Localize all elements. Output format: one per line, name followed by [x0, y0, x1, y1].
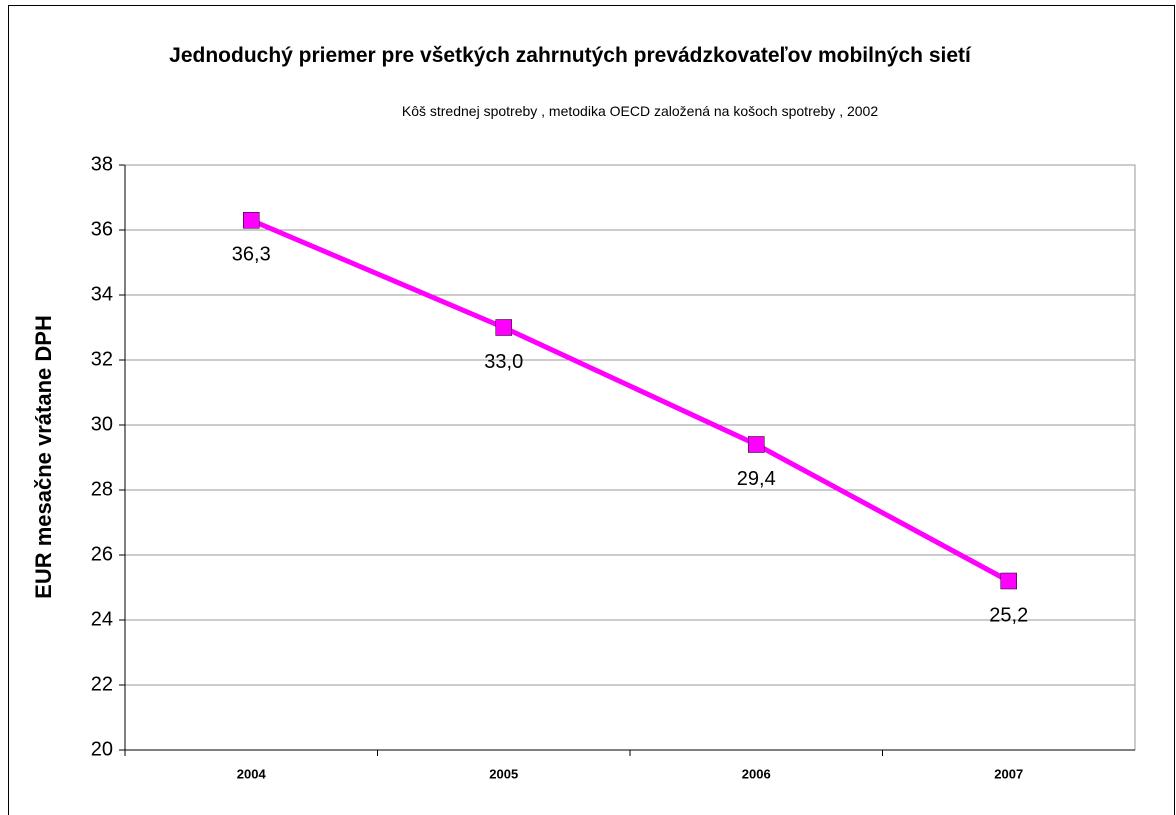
x-tick-label: 2006 — [742, 766, 771, 781]
data-label: 25,2 — [989, 604, 1028, 626]
marker — [243, 212, 260, 229]
y-tick-label: 24 — [91, 608, 113, 630]
y-tick-label: 30 — [91, 413, 113, 435]
x-tick-label: 2005 — [489, 766, 518, 781]
y-tick-label: 36 — [91, 218, 113, 240]
chart-subtitle: Kôš strednej spotreby , metodika OECD za… — [401, 103, 879, 119]
data-label: 33,0 — [484, 351, 523, 373]
line — [250, 217, 1010, 584]
data-label: 36,3 — [232, 244, 271, 266]
chart-title: Jednoduchý priemer pre všetkých zahrnutý… — [169, 44, 971, 67]
data-label: 29,4 — [737, 468, 776, 490]
marker — [748, 436, 765, 453]
y-tick-label: 20 — [91, 738, 113, 760]
y-tick-label: 28 — [91, 478, 113, 500]
chart-frame — [8, 5, 1175, 815]
y-axis-label: EUR mesačne vrátane DPH — [31, 315, 56, 599]
x-tick-label: 2007 — [994, 766, 1023, 781]
y-tick-label: 26 — [91, 543, 113, 565]
y-tick-label: 22 — [91, 673, 113, 695]
y-tick-label: 32 — [91, 348, 113, 370]
marker — [1000, 572, 1017, 590]
marker — [495, 319, 512, 336]
plot-frame — [124, 164, 1136, 751]
y-tick-label: 34 — [91, 283, 113, 305]
y-tick-label: 38 — [91, 153, 113, 175]
x-tick-label: 2004 — [237, 766, 267, 781]
